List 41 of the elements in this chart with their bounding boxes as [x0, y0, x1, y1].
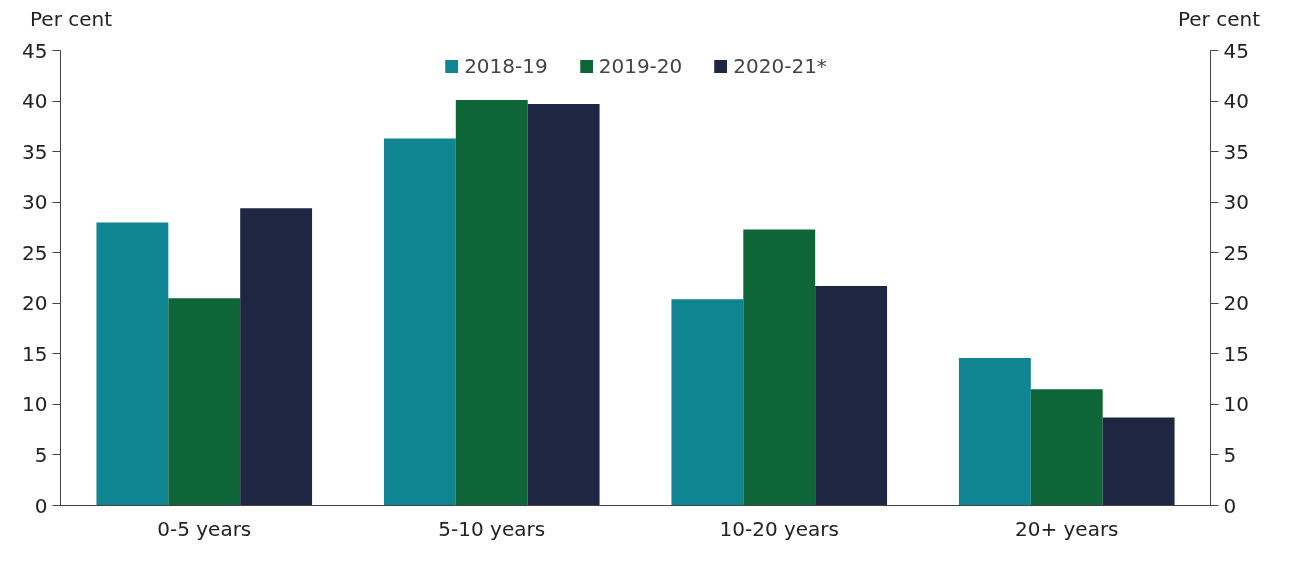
- y-tick-label: 45: [22, 38, 48, 63]
- x-tick-label: 10-20 years: [719, 516, 840, 541]
- y2-tick-label: 35: [1223, 139, 1249, 164]
- y2label: Per cent: [1177, 6, 1260, 33]
- y2-tick-label: 15: [1223, 341, 1249, 366]
- y2-tick-label: 30: [1223, 190, 1249, 215]
- bar: [815, 286, 888, 506]
- legend-label: 2018-19: [464, 54, 548, 78]
- y-tick-label: 40: [22, 89, 48, 114]
- bar: [240, 208, 313, 506]
- bar: [383, 138, 456, 506]
- y2-tick-label: 10: [1223, 392, 1249, 417]
- x-tick-label: 20+ years: [1014, 516, 1119, 541]
- y-tick-label: 0: [34, 493, 48, 518]
- ylabel: Per cent: [30, 6, 113, 33]
- legend-label: 2020-21*: [733, 54, 827, 78]
- bar: [743, 229, 816, 506]
- y2-tick-label: 45: [1223, 38, 1249, 63]
- bar: [1102, 417, 1175, 506]
- bar: [455, 100, 528, 506]
- y-tick-label: 15: [22, 341, 48, 366]
- legend-label: 2019-20: [598, 54, 683, 78]
- y-tick-label: 25: [22, 240, 48, 265]
- bar: [168, 298, 241, 506]
- y2-tick-label: 20: [1223, 291, 1249, 316]
- y-tick-label: 10: [22, 392, 48, 417]
- bar: [958, 357, 1031, 506]
- y-tick-label: 35: [22, 139, 48, 164]
- bar: [671, 299, 744, 506]
- y-tick-label: 5: [34, 442, 48, 467]
- bar: [96, 222, 169, 506]
- x-tick-label: 5-10 years: [438, 516, 546, 541]
- y2-tick-label: 25: [1223, 240, 1249, 265]
- y-tick-label: 20: [22, 291, 48, 316]
- y2-tick-label: 40: [1223, 89, 1249, 114]
- y2-tick-label: 0: [1223, 493, 1237, 518]
- x-tick-label: 0-5 years: [157, 516, 252, 541]
- bar: [1030, 389, 1103, 506]
- y-tick-label: 30: [22, 190, 48, 215]
- y2-tick-label: 5: [1223, 442, 1237, 467]
- bar: [527, 104, 600, 506]
